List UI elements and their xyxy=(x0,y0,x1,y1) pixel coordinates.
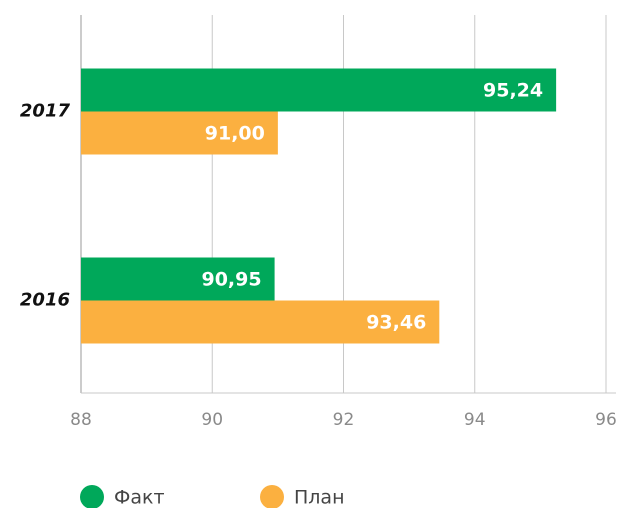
x-tick-label: 96 xyxy=(595,410,617,430)
legend-swatch xyxy=(260,485,284,509)
x-tick-label: 88 xyxy=(70,410,92,430)
category-label: 2016 xyxy=(20,290,70,311)
x-tick-label: 94 xyxy=(464,410,486,430)
value-label: 93,46 xyxy=(366,312,426,334)
value-label: 90,95 xyxy=(201,269,261,291)
value-label: 95,24 xyxy=(483,80,543,102)
bar xyxy=(81,68,557,112)
value-label: 91,00 xyxy=(205,123,265,145)
legend-swatch xyxy=(80,485,104,509)
x-tick-label: 90 xyxy=(201,410,223,430)
x-tick-label: 92 xyxy=(333,410,355,430)
category-label: 2017 xyxy=(20,101,71,122)
bar xyxy=(81,300,440,344)
bar xyxy=(81,257,275,301)
legend-label: Факт xyxy=(114,487,165,509)
bar xyxy=(81,111,278,155)
legend-label: План xyxy=(294,487,345,509)
